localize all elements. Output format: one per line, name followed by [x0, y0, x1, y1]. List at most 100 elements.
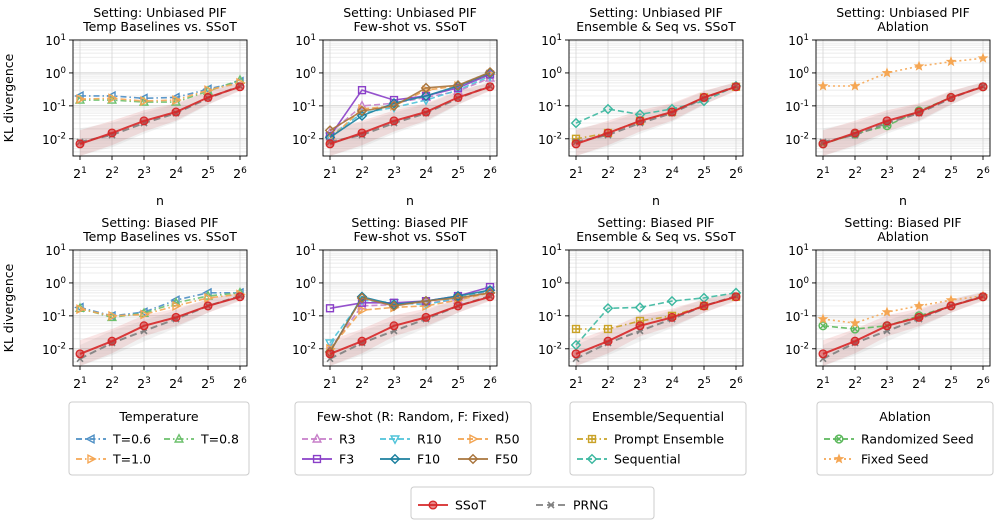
x-tick-label: 25 — [944, 376, 958, 391]
data-point — [108, 93, 118, 104]
legend-marker — [833, 453, 845, 464]
x-tick-label: 23 — [137, 166, 151, 181]
legend-marker — [547, 501, 555, 509]
data-point — [603, 324, 613, 334]
data-point-plus — [572, 325, 580, 333]
data-point — [420, 295, 432, 307]
subplot-title-line2: Temp Baselines vs. SSoT — [82, 229, 237, 244]
x-tick-label-exponent: 4 — [920, 376, 926, 386]
x-tick-label-exponent: 2 — [113, 376, 119, 386]
x-tick-label-exponent: 6 — [984, 376, 990, 386]
legend-frame — [569, 401, 747, 476]
y-tick-label: 100 — [295, 66, 316, 81]
x-tick-label-exponent: 4 — [673, 166, 679, 176]
y-tick-label-base: 10 — [42, 343, 57, 357]
y-tick-label-exponent: -1 — [800, 309, 809, 319]
x-tick-label: 21 — [73, 376, 87, 391]
legend-marker-plus — [588, 435, 596, 443]
y-tick-label-base: 10 — [541, 34, 556, 48]
data-point — [235, 82, 245, 92]
data-point — [76, 304, 86, 315]
data-point — [108, 310, 118, 321]
legend-entry: Fixed Seed — [824, 452, 929, 467]
data-point — [171, 107, 181, 117]
y-tick-label-base: 10 — [45, 34, 60, 48]
x-tick-label: 23 — [137, 376, 151, 391]
data-point — [75, 139, 85, 149]
data-point — [818, 349, 828, 359]
data-point — [731, 82, 741, 92]
data-point-cross — [819, 322, 827, 329]
series-line — [575, 85, 737, 143]
x-tick-label: 21 — [569, 376, 583, 391]
data-point — [356, 291, 368, 303]
subplot-title-line1: Setting: Unbiased PIF — [343, 5, 477, 20]
y-tick-label-exponent: -2 — [307, 132, 316, 142]
series-line — [329, 73, 491, 137]
y-tick-label-base: 10 — [295, 67, 310, 81]
data-point — [420, 96, 432, 106]
legend-entry: SSoT — [418, 498, 487, 513]
x-tick-label-exponent: 2 — [856, 376, 862, 386]
y-tick-label: 101 — [295, 33, 316, 48]
x-tick-label-exponent: 1 — [81, 376, 87, 386]
y-tick-label: 100 — [788, 66, 809, 81]
legend-frame — [410, 486, 655, 520]
data-point — [978, 82, 988, 92]
legend-marker-ring — [834, 434, 844, 444]
data-point — [356, 105, 368, 117]
x-tick-label-base: 2 — [633, 166, 641, 181]
legend-label: SSoT — [455, 498, 487, 513]
data-point — [946, 92, 956, 102]
x-tick-label: 26 — [976, 166, 990, 181]
y-tick-label-base: 10 — [292, 133, 307, 147]
subplot-title-line2: Ensemble & Seq vs. SSoT — [576, 229, 736, 244]
data-point — [603, 128, 613, 138]
series-ssot — [325, 292, 495, 359]
legend-entry: R10 — [380, 432, 442, 447]
y-tick-label: 10-1 — [785, 99, 809, 114]
data-point — [977, 52, 989, 63]
confidence-band-prng — [330, 291, 490, 366]
data-point — [666, 295, 678, 307]
x-tick-label-base: 2 — [73, 376, 81, 391]
x-tick-label-base: 2 — [451, 166, 459, 181]
x-axis-label: n — [652, 193, 660, 208]
legend-2: Few-shot (R: Random, F: Fixed) R3 R10 R50 F3… — [294, 401, 532, 476]
data-point — [849, 80, 861, 91]
x-tick-label: 24 — [912, 166, 926, 181]
y-tick-label-exponent: -2 — [57, 342, 66, 352]
x-tick-label: 25 — [201, 166, 215, 181]
x-tick-label-base: 2 — [944, 166, 952, 181]
legend-label: Prompt Ensemble — [614, 432, 724, 447]
x-tick-label: 21 — [73, 166, 87, 181]
legend-frame — [294, 401, 532, 476]
x-tick-label-base: 2 — [169, 166, 177, 181]
data-point — [602, 103, 614, 115]
x-tick-label-exponent: 5 — [209, 166, 215, 176]
series-line — [823, 57, 984, 87]
y-tick-label-exponent: 0 — [61, 66, 67, 76]
legend-entry: T=1.0 — [76, 452, 151, 467]
y-tick-label-exponent: 1 — [804, 243, 810, 253]
y-tick-label-exponent: 1 — [557, 243, 563, 253]
y-tick-label-base: 10 — [295, 34, 310, 48]
x-tick-label-exponent: 6 — [491, 376, 497, 386]
x-tick-label-exponent: 2 — [113, 166, 119, 176]
y-tick-label: 10-1 — [42, 99, 66, 114]
y-tick-label-exponent: 1 — [61, 243, 67, 253]
x-tick-label-exponent: 2 — [363, 376, 369, 386]
y-tick-label: 101 — [45, 33, 66, 48]
y-tick-label-base: 10 — [785, 310, 800, 324]
x-tick-label-base: 2 — [697, 166, 705, 181]
legend-marker — [469, 433, 479, 445]
x-tick-label: 23 — [387, 166, 401, 181]
x-tick-label-exponent: 2 — [363, 166, 369, 176]
series-fixed-seed — [817, 52, 989, 91]
data-point — [945, 56, 957, 67]
x-tick-label: 26 — [483, 376, 497, 391]
x-tick-label: 25 — [201, 376, 215, 391]
legend-frame — [816, 401, 994, 476]
